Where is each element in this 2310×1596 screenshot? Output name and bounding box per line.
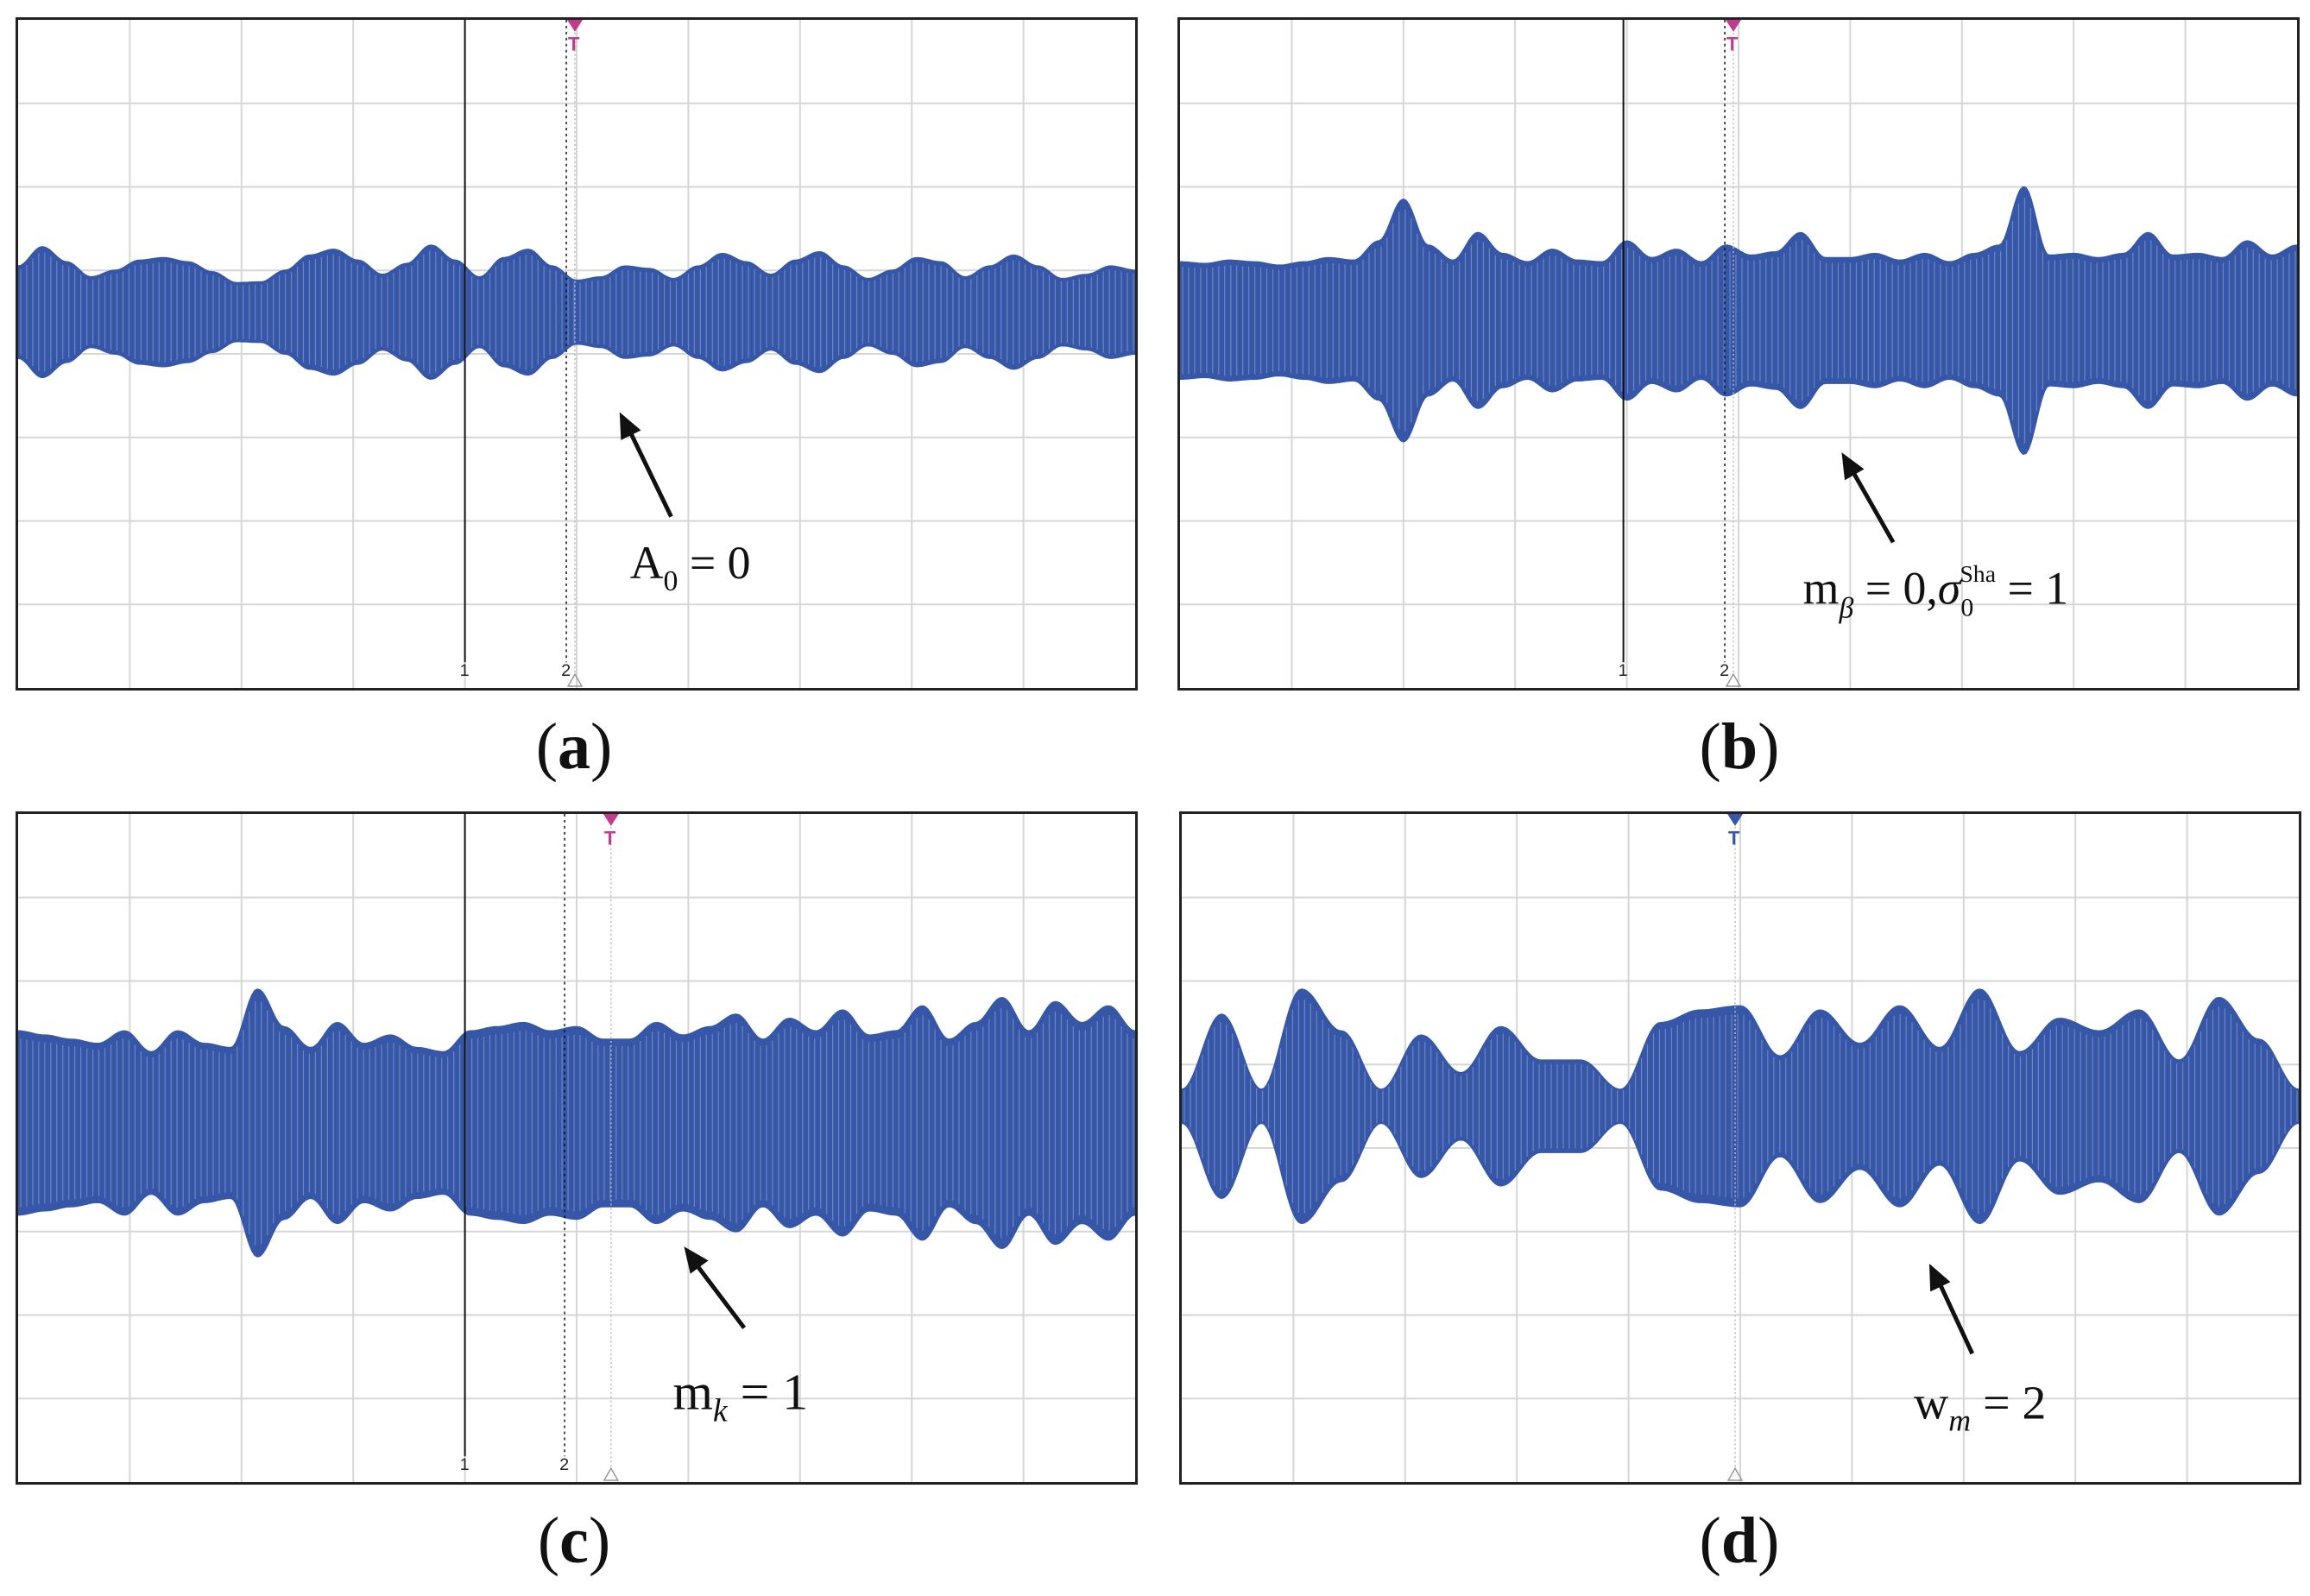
ground-marker [1725,672,1742,687]
trigger-marker [1726,20,1741,32]
caption-a: (a) [535,710,613,783]
trigger-label: T [1728,828,1740,849]
cursor-label-1: 1 [1619,661,1628,680]
signal-envelope [1182,988,2299,1225]
cursor-label-1: 1 [460,1455,470,1474]
scope-plot-b: mβ = 0,σ0Sha = 1 1 2 T [1180,20,2297,688]
scope-plot-d: wm = 2 T [1182,814,2299,1482]
ground-marker [566,672,584,687]
annotation-arrow-head [619,412,641,440]
signal-envelope [18,988,1135,1258]
scope-panel-c: mk = 1 1 2 T [16,811,1138,1485]
scope-panel-a: A0 = 0 1 2 T [16,17,1138,691]
trigger-marker [603,814,619,826]
annotation-arrow-head [684,1246,709,1274]
trigger-marker [567,20,583,32]
signal-carrier [1182,198,2296,444]
annotation-arrow-head [1841,452,1865,481]
caption-c: (c) [537,1505,611,1577]
ground-marker [1726,1467,1744,1481]
cursor-label-1: 1 [460,661,470,680]
signal-envelope [1180,186,2297,456]
ground-marker [603,1467,620,1481]
annotation-arrow-head [1928,1263,1951,1292]
cursor-label-2: 2 [1720,661,1729,680]
trigger-label: T [1726,34,1739,55]
annotation-arrow-shaft [622,420,673,518]
annotation-d: wm = 2 [1914,1377,2046,1438]
annotation-b: mβ = 0,σ0Sha = 1 [1803,561,2069,625]
cursor-label-2: 2 [559,1455,569,1474]
scope-plot-a: A0 = 0 1 2 T [18,20,1135,688]
caption-d: (d) [1699,1505,1780,1577]
scope-plot-c: mk = 1 1 2 T [18,814,1135,1482]
annotation-c: mk = 1 [672,1364,808,1429]
annotation-a: A0 = 0 [630,537,751,597]
trigger-label: T [568,34,580,55]
trigger-marker [1727,814,1743,826]
trigger-label: T [604,828,616,849]
scope-panel-d: wm = 2 T [1179,811,2301,1485]
signal-envelope [18,244,1135,380]
signal-carrier [1183,999,2298,1214]
scope-panel-b: mβ = 0,σ0Sha = 1 1 2 T [1177,17,2300,691]
signal-carrier [20,250,1134,374]
cursor-label-2: 2 [561,661,571,680]
signal-carrier [20,1000,1134,1246]
caption-b: (b) [1699,710,1780,783]
